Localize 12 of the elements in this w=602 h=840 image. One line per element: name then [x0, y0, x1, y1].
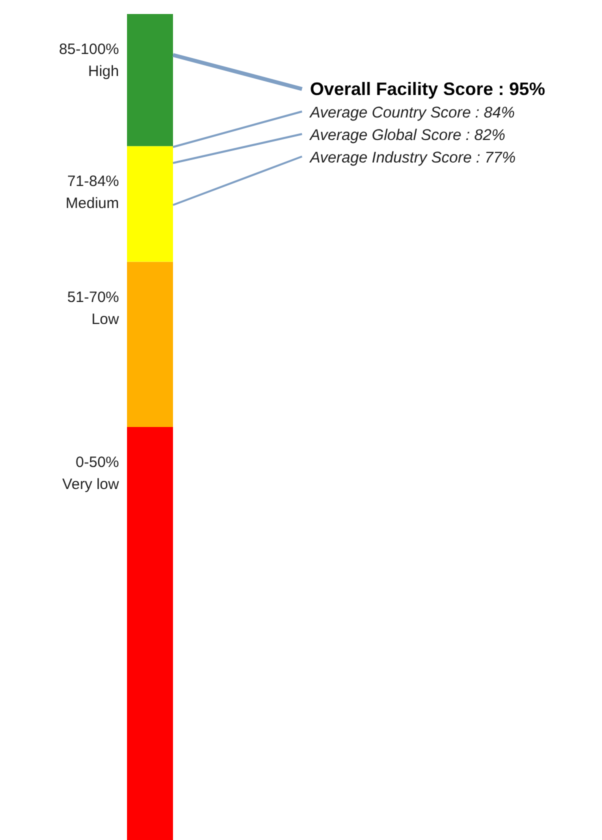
series-label: 0-50% Very low — [62, 454, 120, 493]
bar — [127, 262, 173, 427]
bar — [127, 427, 173, 840]
bar — [127, 146, 173, 262]
text: Average Global Score : 82% — [309, 127, 506, 144]
text: Average Industry Score : 77% — [309, 150, 516, 166]
series-label: 71-84% Medium — [66, 173, 119, 212]
text: Average Country Score : 84% — [309, 104, 515, 122]
series-label: 85-100% High — [58, 41, 119, 80]
bar — [127, 14, 173, 146]
text: Overall Facility Score : 95% — [310, 79, 546, 99]
series-label: 51-70% Low — [67, 288, 120, 328]
